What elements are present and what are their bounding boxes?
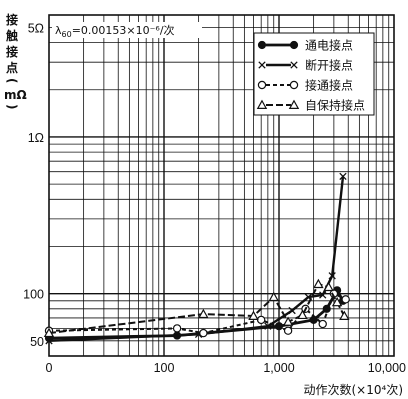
y-label-char-2: 触 [6,28,18,43]
y-label-char-4: 点 [6,60,18,75]
x-marker-stroke [264,322,272,330]
data-point [43,327,55,338]
y-tick-label: 50 [30,335,44,349]
data-point [199,328,208,338]
legend-entry: 通电接点 [257,38,353,53]
y-label-paren-close: ) [5,104,19,109]
series-line [48,176,345,342]
x-marker-stroke [288,306,296,315]
lambda-symbol: λ [55,24,62,37]
data-point [264,322,272,330]
y-tick-label: 100 [23,288,44,302]
lambda-value: =0.00153×10⁻⁶/次 [72,23,175,37]
series-4 [43,278,350,338]
data-point [172,324,182,333]
x-marker-stroke [45,337,53,345]
y-tick-label: 5Ω [28,21,44,35]
legend-marker-right [290,61,298,69]
data-point [331,296,343,307]
legend-marker-right [288,99,300,109]
data-point [268,291,279,302]
legend-label: 自保持接点 [305,98,365,113]
series-line [48,292,347,335]
y-label-char-3: 接 [6,44,18,59]
legend-marker-left [257,80,267,90]
x-marker-stroke [290,61,298,69]
data-point [248,310,259,320]
data-point [297,309,308,320]
tick-labels: 0 100 1,000 10,000 5Ω 1Ω 100 50 [23,21,406,375]
x-tick-label: 1,000 [263,361,294,375]
y-label-paren-open: ( [5,78,19,83]
x-tick-label: 10,000 [368,361,406,375]
legend-marker-right [289,40,299,50]
data-point [328,272,336,280]
legend-marker-left [256,99,268,109]
y-axis-label: 接 触 接 点 ( mΩ ) [4,12,27,109]
data-point [283,326,293,335]
x-axis-label: 动作次数(×10⁴次) [304,382,404,397]
legend-label: 断开接点 [305,58,353,73]
series-3 [44,289,350,338]
data-point [339,172,347,181]
legend-marker-right [289,80,299,90]
data-point [318,319,327,329]
x-tick-label: 0 [46,361,53,375]
legend-marker-left [257,40,267,50]
lambda-subscript: 60 [62,30,72,39]
legend-entry: 自保持接点 [256,98,365,113]
legend-entry: 断开接点 [258,58,353,73]
lambda-annotation: λ60=0.00153×10⁻⁶/次 [52,22,202,39]
data-point [339,310,350,320]
y-label-unit: mΩ [4,88,27,102]
x-marker-stroke [328,272,336,280]
legend-label: 通电接点 [305,38,353,53]
series-2 [45,172,347,345]
y-tick-label: 1Ω [28,131,44,145]
x-tick-label: 100 [154,361,175,375]
legend-marker-left [258,61,266,69]
x-marker-stroke [319,291,327,299]
series-layer [43,172,350,345]
data-point [341,295,350,304]
x-marker-stroke [258,61,266,69]
data-point [282,316,294,326]
y-label-char-1: 接 [6,12,18,27]
data-point [323,281,334,292]
x-marker-stroke [339,172,347,181]
data-point [319,291,327,299]
data-point [313,278,324,289]
legend-label: 接通接点 [305,78,353,93]
data-point [198,308,209,319]
svg-text:λ60=0.00153×10⁻⁶/次: λ60=0.00153×10⁻⁶/次 [55,23,175,39]
series-line [48,283,346,335]
data-point [45,337,53,345]
data-point [309,315,318,324]
x-marker-stroke [304,293,313,301]
data-point [288,306,296,315]
legend-entry: 接通接点 [257,78,353,93]
